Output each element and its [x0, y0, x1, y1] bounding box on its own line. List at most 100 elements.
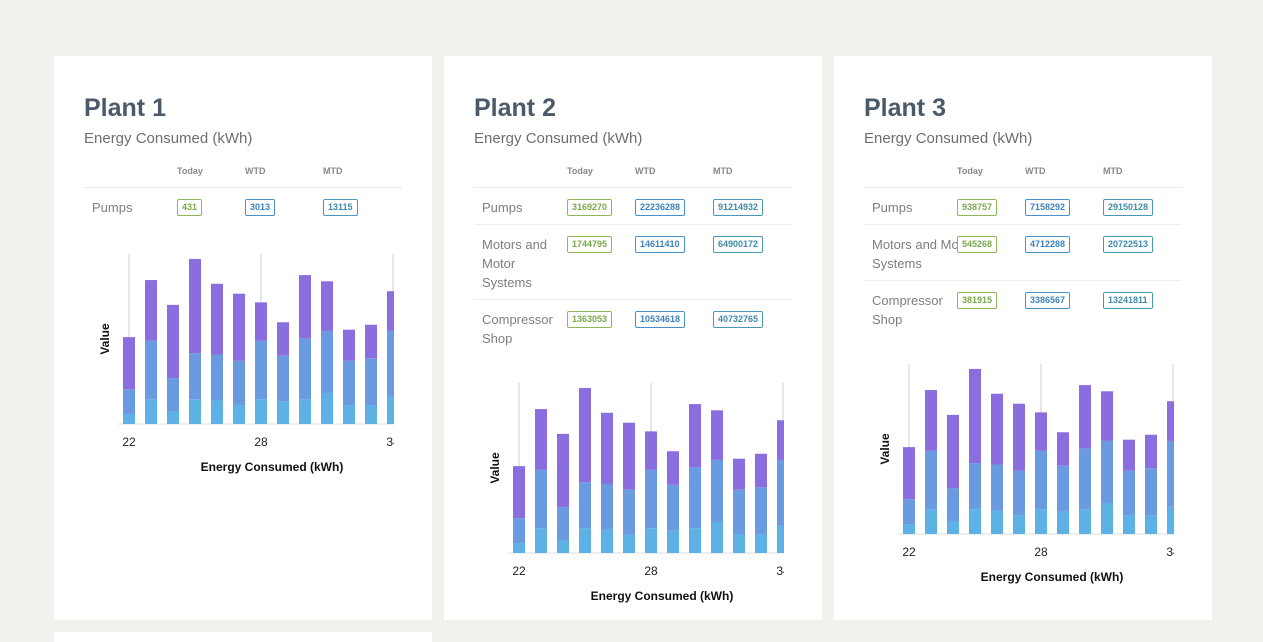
bar-segment: [733, 534, 745, 553]
today-badge: 381915: [957, 292, 998, 309]
bar-segment: [969, 509, 981, 534]
bar-segment: [513, 518, 525, 544]
bar-segment: [925, 450, 937, 510]
energy-table: Today WTD MTD Pumps 3169270 22236288 912…: [474, 157, 792, 355]
card-subtitle: Energy Consumed (kWh): [84, 130, 253, 147]
wtd-badge: 22236288: [635, 199, 686, 216]
wtd-badge: 3013: [245, 199, 276, 216]
mtd-badge: 20722513: [1103, 236, 1154, 253]
row-label: Motors and Motor Systems: [482, 237, 548, 290]
bar-segment: [991, 464, 1003, 511]
x-axis-title: Energy Consumed (kWh): [981, 570, 1124, 584]
bar-segment: [645, 431, 657, 470]
bar-segment: [667, 451, 679, 485]
bar-segment: [211, 354, 223, 401]
col-mtd: MTD: [713, 166, 733, 176]
bar-segment: [123, 337, 135, 390]
bar-segment: [1167, 506, 1174, 534]
mtd-badge: 29150128: [1103, 199, 1154, 216]
bar-segment: [689, 528, 701, 553]
bar-segment: [601, 412, 613, 484]
x-tick-label: 34: [776, 564, 784, 578]
bar-segment: [969, 463, 981, 510]
bar-segment: [1079, 509, 1091, 534]
bar-segment: [255, 399, 267, 424]
row-label: Compressor Shop: [872, 293, 943, 327]
col-today: Today: [957, 166, 983, 176]
mtd-badge: 13115: [323, 199, 358, 216]
energy-table: Today WTD MTD Pumps 938757 7158292 29150…: [864, 157, 1182, 336]
row-label: Motors and Motor Systems: [872, 237, 974, 271]
bar-segment: [903, 524, 915, 534]
bar-segment: [689, 467, 701, 529]
bar-segment: [579, 387, 591, 483]
bar-segment: [1101, 440, 1113, 503]
table-row: Motors and Motor Systems 545268 4712288 …: [864, 225, 1182, 281]
x-tick-label: 22: [902, 545, 916, 559]
card-title: Plant 3: [864, 94, 946, 122]
col-today: Today: [567, 166, 593, 176]
bar-segment: [299, 338, 311, 400]
bar-segment: [645, 528, 657, 553]
bar-segment: [233, 293, 245, 361]
bar-segment: [667, 530, 679, 553]
bar-segment: [167, 304, 179, 379]
col-wtd: WTD: [1025, 166, 1046, 176]
stacked-bar-chart: 22 28 34 Energy Consumed (kWh) Value: [874, 362, 1174, 592]
plant-card-2: Plant 2 Energy Consumed (kWh) Today WTD …: [444, 56, 822, 620]
bar-segment: [1145, 468, 1157, 516]
bar-segment: [189, 258, 201, 354]
bar-segment: [777, 420, 784, 460]
table-row: Pumps 3169270 22236288 91214932: [474, 188, 792, 225]
bar-segment: [1123, 439, 1135, 471]
bar-segment: [601, 483, 613, 530]
mtd-badge: 64900172: [713, 236, 764, 253]
plant-card-3: Plant 3 Energy Consumed (kWh) Today WTD …: [834, 56, 1212, 620]
bar-segment: [387, 330, 394, 397]
bar-segment: [189, 353, 201, 400]
bar-segment: [1145, 515, 1157, 534]
bar-segment: [387, 291, 394, 331]
bar-segment: [145, 399, 157, 424]
bar-segment: [1057, 511, 1069, 534]
col-wtd: WTD: [635, 166, 656, 176]
row-label: Pumps: [872, 200, 913, 215]
x-axis-title: Energy Consumed (kWh): [591, 589, 734, 603]
col-mtd: MTD: [1103, 166, 1123, 176]
bar-segment: [777, 525, 784, 553]
bar-segment: [755, 453, 767, 488]
col-wtd: WTD: [245, 166, 266, 176]
plant-card-1: Plant 1 Energy Consumed (kWh) Today WTD …: [54, 56, 432, 620]
x-tick-label: 34: [386, 435, 394, 449]
bar-segment: [1057, 465, 1069, 512]
x-tick-label: 34: [1166, 545, 1174, 559]
stacked-bar-chart: 22 28 34 Energy Consumed (kWh) Value: [484, 381, 784, 611]
bar-segment: [277, 322, 289, 356]
wtd-badge: 14611410: [635, 236, 685, 253]
bar-segment: [947, 414, 959, 489]
bar-segment: [387, 396, 394, 424]
bar-segment: [277, 355, 289, 402]
bar-segment: [1079, 448, 1091, 510]
row-label: Pumps: [92, 200, 133, 215]
wtd-badge: 4712288: [1025, 236, 1071, 253]
bar-segment: [1013, 515, 1025, 534]
bar-segment: [167, 411, 179, 424]
bar-segment: [947, 521, 959, 534]
bar-segment: [711, 521, 723, 553]
bar-segment: [343, 329, 355, 361]
bar-segment: [535, 469, 547, 529]
y-axis-title: Value: [488, 452, 502, 484]
bar-segment: [233, 360, 245, 406]
bar-segment: [211, 283, 223, 355]
bar-segment: [1035, 412, 1047, 451]
table-row: Motors and Motor Systems 1744795 1461141…: [474, 225, 792, 300]
card-title: Plant 1: [84, 94, 166, 122]
bar-segment: [711, 459, 723, 522]
bar-segment: [903, 447, 915, 500]
bar-segment: [255, 302, 267, 341]
bar-segment: [645, 469, 657, 529]
bar-segment: [299, 399, 311, 424]
bar-segment: [1167, 440, 1174, 507]
table-header: Today WTD MTD: [864, 157, 1182, 188]
